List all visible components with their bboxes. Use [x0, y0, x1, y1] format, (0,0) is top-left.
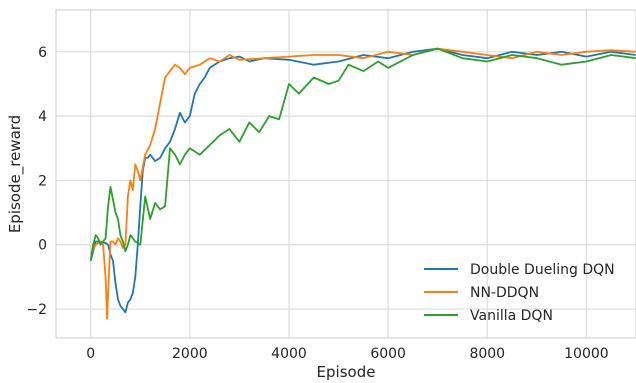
x-tick-label: 2000	[172, 346, 208, 362]
x-tick-label: 10000	[564, 346, 609, 362]
x-axis-label: Episode	[317, 363, 376, 381]
grid	[56, 10, 636, 338]
x-tick-label: 6000	[370, 346, 406, 362]
series-line-1	[89, 47, 636, 320]
legend: Double Dueling DQN NN-DDQN Vanilla DQN	[424, 262, 615, 324]
series-line-2	[89, 47, 636, 261]
y-tick-label: 4	[38, 109, 47, 125]
x-tick-label: 8000	[469, 346, 505, 362]
plot-frame	[55, 9, 636, 339]
y-tick-label: 0	[38, 238, 47, 254]
legend-label: Double Dueling DQN	[470, 262, 615, 278]
x-tick-label: 4000	[271, 346, 307, 362]
legend-label: NN-DDQN	[470, 285, 539, 301]
y-tick-labels: −2 0 2 4 6	[26, 45, 47, 318]
y-tick-label: 6	[38, 45, 47, 61]
y-tick-label: −2	[26, 302, 47, 318]
y-tick-label: 2	[38, 173, 47, 189]
y-axis-label: Episode_reward	[6, 115, 25, 233]
series-lines	[89, 47, 636, 320]
x-tick-labels: 0 2000 4000 6000 8000 10000	[86, 346, 608, 362]
series-line-0	[89, 47, 636, 314]
x-tick-label: 0	[86, 346, 95, 362]
legend-label: Vanilla DQN	[470, 308, 553, 324]
